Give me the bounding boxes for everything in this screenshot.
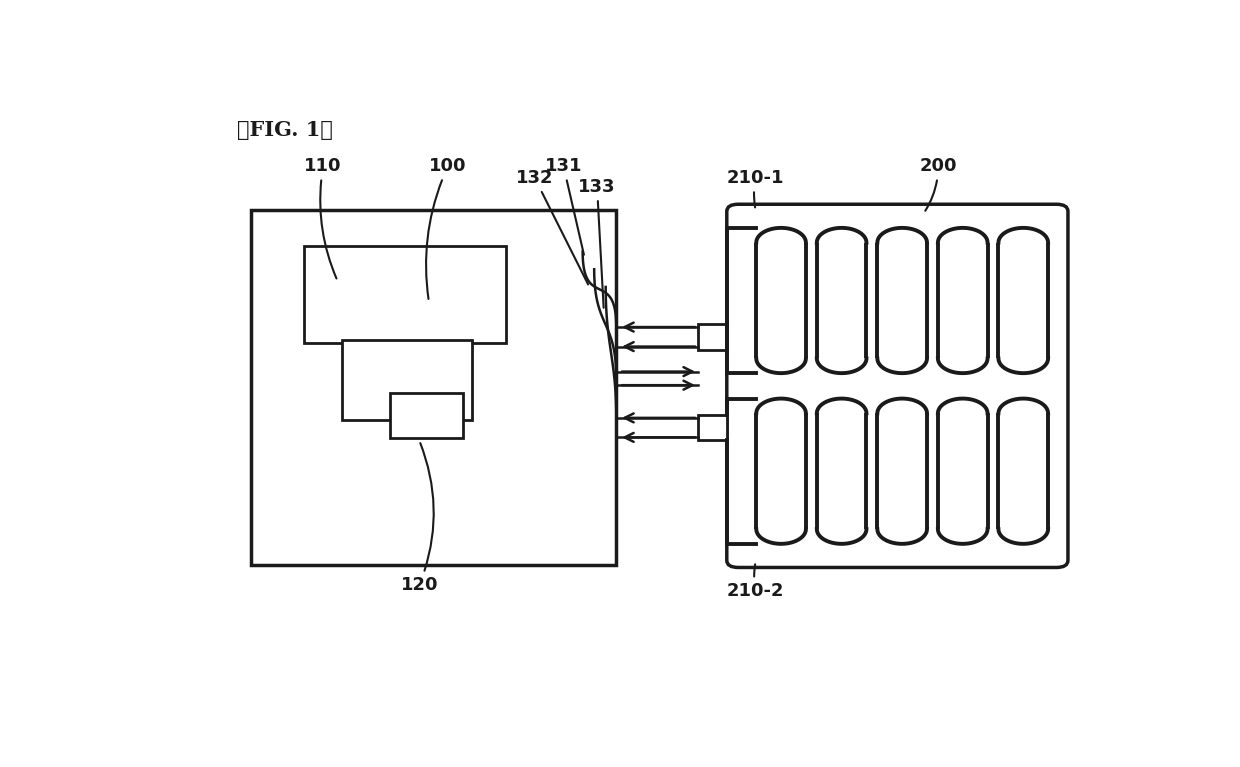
Text: 210-2: 210-2 [727, 565, 785, 600]
Text: 【FIG. 1】: 【FIG. 1】 [237, 120, 332, 140]
Text: 131: 131 [544, 157, 584, 255]
Bar [698, 415, 727, 440]
Text: 100: 100 [427, 157, 466, 299]
Bar [250, 210, 616, 565]
Bar [342, 340, 472, 420]
Bar [698, 324, 727, 350]
FancyBboxPatch shape [727, 204, 1068, 568]
Text: 200: 200 [920, 157, 957, 211]
Bar [391, 393, 463, 437]
Text: 132: 132 [516, 169, 588, 285]
Text: 133: 133 [578, 177, 616, 308]
Bar [304, 245, 506, 343]
Text: 120: 120 [401, 443, 438, 594]
Text: 110: 110 [305, 157, 342, 278]
Text: 210-1: 210-1 [727, 169, 785, 207]
